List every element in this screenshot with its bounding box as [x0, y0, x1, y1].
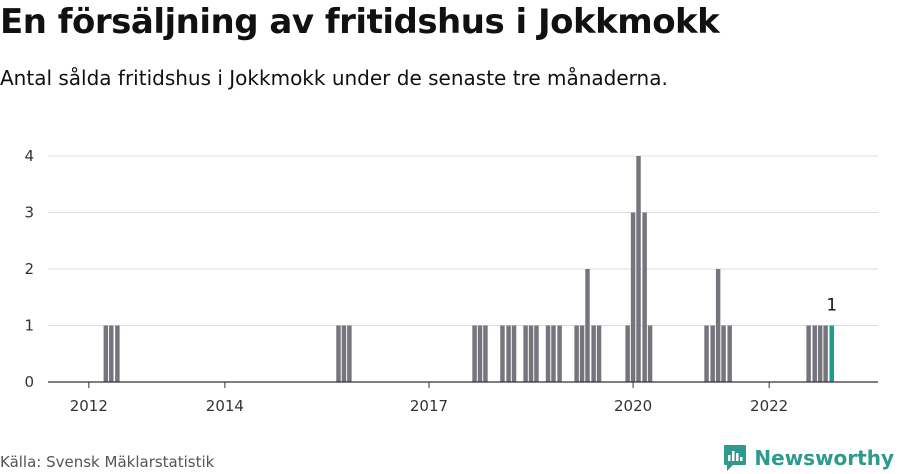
y-tick-label: 1	[24, 317, 34, 335]
bar	[591, 325, 596, 382]
brand-logo[interactable]: Newsworthy	[723, 444, 894, 472]
gridlines	[48, 155, 878, 326]
bar	[630, 212, 636, 382]
bar	[523, 325, 528, 382]
newsworthy-logo-icon	[724, 445, 747, 471]
bar	[647, 325, 653, 382]
chart-title: En försäljning av fritidshus i Jokkmokk	[0, 2, 720, 42]
bar	[109, 325, 114, 382]
source-note: Källa: Svensk Mäklarstatistik	[0, 453, 215, 471]
bar	[574, 325, 579, 382]
annotations: 1	[826, 296, 837, 316]
bar	[551, 325, 556, 382]
bar	[500, 325, 505, 382]
x-axis: 2012 2014 2017 2020 2022	[48, 381, 878, 415]
bar	[472, 325, 477, 382]
bar	[341, 325, 347, 382]
bar	[477, 325, 483, 382]
bar	[625, 325, 630, 382]
bar	[557, 325, 562, 382]
bar	[812, 325, 817, 382]
bar	[347, 325, 352, 382]
bar	[506, 325, 511, 382]
bar	[103, 325, 109, 382]
bar	[579, 325, 585, 382]
chart-subtitle: Antal sålda fritidshus i Jokkmokk under …	[0, 66, 668, 90]
bar	[585, 269, 590, 382]
x-tick-label: 2020	[614, 397, 652, 415]
bar	[727, 325, 732, 382]
y-tick-label: 0	[24, 373, 34, 391]
bar	[534, 325, 539, 382]
bar	[823, 325, 828, 382]
x-tick-label: 2017	[410, 397, 448, 415]
bar	[817, 325, 823, 382]
brand-name: Newsworthy	[754, 446, 894, 470]
bars	[103, 156, 834, 382]
bar	[829, 325, 834, 382]
bar	[636, 156, 641, 382]
bar	[115, 325, 120, 382]
x-tick-label: 2014	[206, 397, 244, 415]
bar	[528, 325, 534, 382]
bar	[596, 325, 602, 382]
data-label: 1	[826, 296, 837, 316]
bar	[642, 212, 647, 382]
bar	[511, 325, 517, 382]
y-axis: 0 1 2 3 4	[24, 147, 34, 391]
bar	[721, 325, 726, 382]
bar	[483, 325, 488, 382]
x-tick-label: 2012	[70, 397, 108, 415]
bar	[545, 325, 551, 382]
y-tick-label: 3	[24, 204, 34, 222]
bar	[806, 325, 811, 382]
x-tick-label: 2022	[750, 397, 788, 415]
y-tick-label: 4	[24, 147, 34, 165]
bar	[715, 269, 721, 382]
bar	[710, 325, 715, 382]
bar	[704, 325, 709, 382]
y-tick-label: 2	[24, 260, 34, 278]
bar	[336, 325, 341, 382]
